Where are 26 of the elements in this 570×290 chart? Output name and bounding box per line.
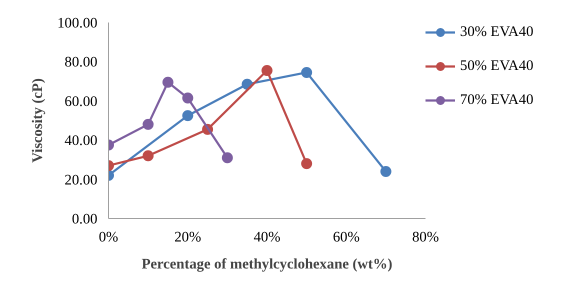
x-tick-label: 40% [254, 230, 280, 246]
y-tick-label: 40.00 [64, 133, 98, 150]
x-tick-label: 80% [412, 230, 439, 246]
x-axis-title: Percentage of methylcyclohexane (wt%) [142, 256, 393, 272]
point [301, 66, 312, 78]
y-tick-label: 100.00 [57, 16, 98, 32]
point [162, 76, 174, 88]
y-axis-title: Viscosity (cP) [30, 78, 46, 163]
point [301, 158, 312, 170]
point [182, 92, 194, 104]
point [262, 65, 272, 76]
y-tick-label: 60.00 [64, 94, 98, 110]
point [142, 118, 154, 130]
x-tick-label: 0% [98, 230, 118, 246]
x-tick-label: 60% [332, 230, 360, 246]
point [142, 150, 154, 162]
y-tick-label: 0.00 [72, 212, 98, 228]
legend-label: 70% EVA40 [460, 92, 534, 108]
point [380, 166, 392, 177]
point [182, 110, 194, 122]
point [222, 152, 233, 164]
legend-label: 50% EVA40 [460, 58, 534, 74]
y-tick-label: 80.00 [64, 54, 98, 71]
legend-label: 30% EVA40 [460, 24, 534, 40]
x-tick-label: 20% [174, 230, 202, 246]
y-tick-label: 20.00 [64, 172, 98, 188]
